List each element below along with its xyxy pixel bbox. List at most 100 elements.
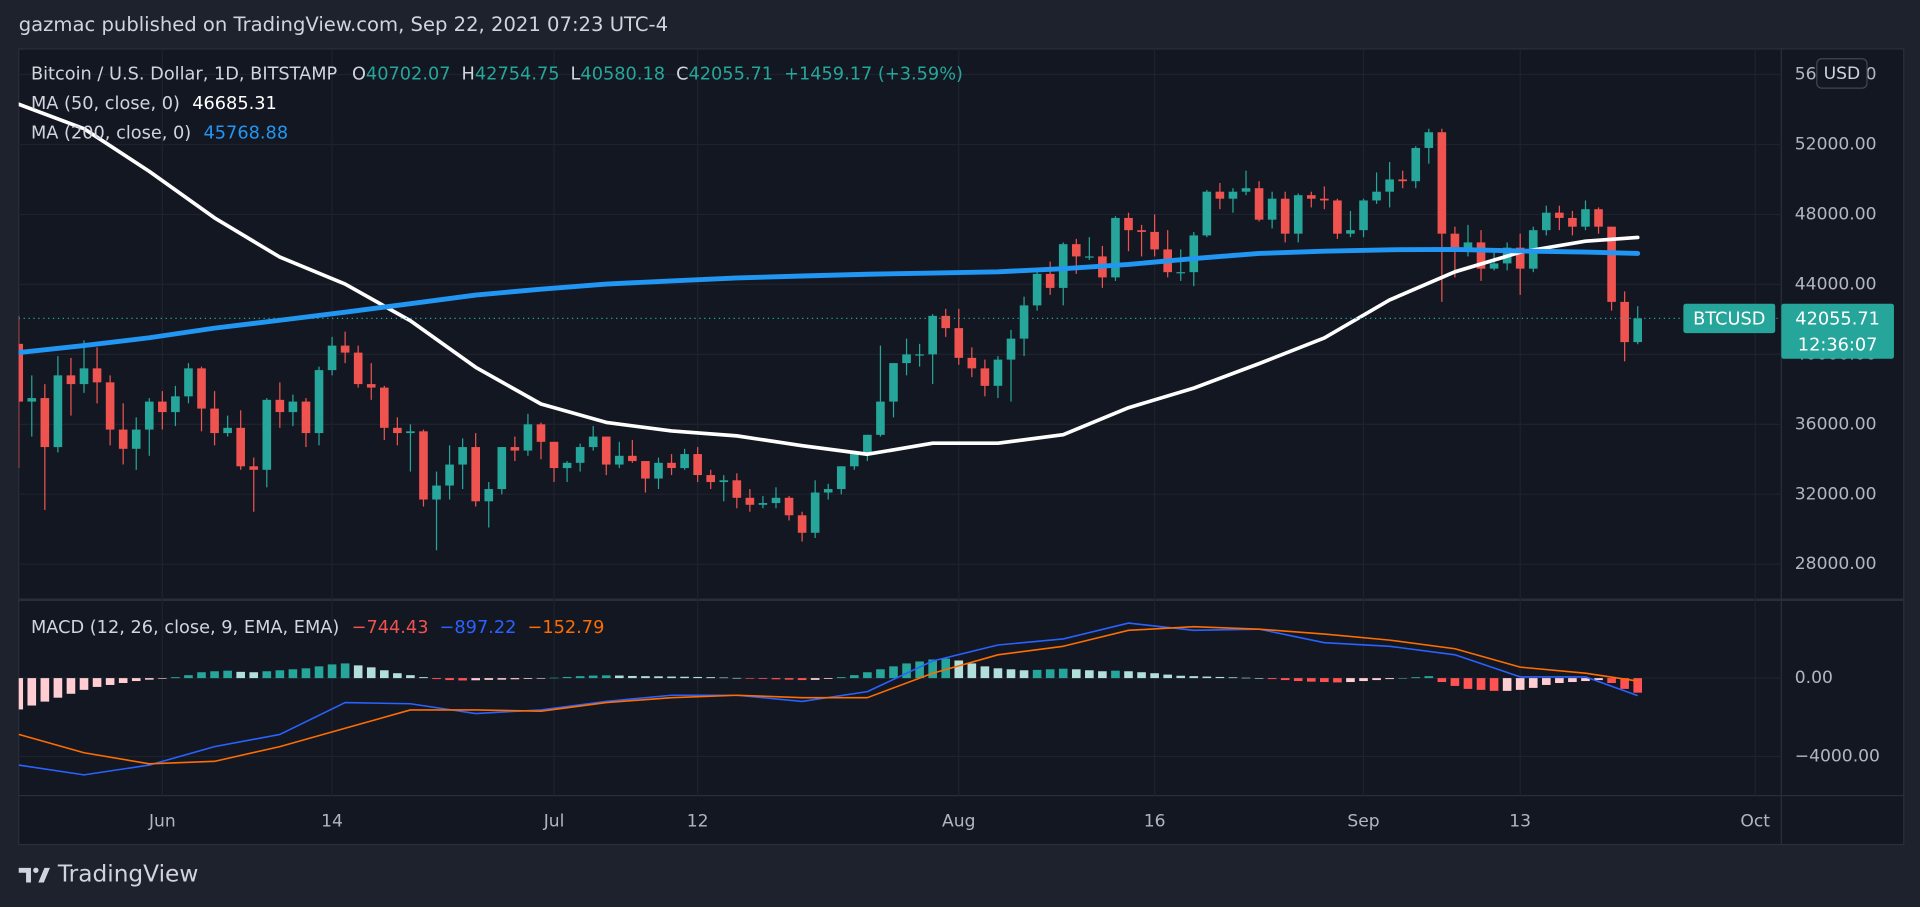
x-tick-label: 16 xyxy=(1144,811,1166,831)
candle-body xyxy=(732,480,742,498)
candle-body xyxy=(1581,209,1590,227)
x-tick-label: Jul xyxy=(543,811,565,831)
macd-histogram-bar xyxy=(863,672,872,679)
macd-histogram-bar xyxy=(92,678,102,687)
candle-body xyxy=(889,363,898,402)
candle-body xyxy=(1450,233,1460,248)
candle-body xyxy=(810,492,820,533)
macd-histogram-bar xyxy=(223,670,232,679)
candle-body xyxy=(1594,209,1603,227)
candle-body xyxy=(1228,191,1238,199)
macd-histogram-bar xyxy=(471,678,481,681)
axes: Jun 14 Jul 12 Aug 16 Sep 13 Oct 28000.00 32000.00 3… xyxy=(148,58,1894,831)
legend-ohlc-letter: O xyxy=(352,65,366,85)
candle-body xyxy=(915,354,924,356)
candle-body xyxy=(288,401,298,413)
macd-histogram-bar xyxy=(158,678,167,679)
macd-histogram-bar xyxy=(1306,678,1316,682)
macd-histogram-bar xyxy=(588,675,598,679)
legend-ohlc-letter: C xyxy=(676,65,688,85)
macd-histogram-bar xyxy=(1071,669,1081,679)
macd-histogram-bar xyxy=(1594,678,1603,681)
candle-body xyxy=(1437,132,1447,234)
candle-body xyxy=(1476,242,1486,269)
candle-body xyxy=(210,408,219,434)
macd-histogram-bar xyxy=(275,670,285,679)
legend-title: Bitcoin / U.S. Dollar, 1D, BITSTAMP xyxy=(31,65,338,85)
macd-histogram-bar xyxy=(1437,678,1447,683)
candle-body xyxy=(105,382,115,430)
candle-body xyxy=(419,431,428,500)
candle-body xyxy=(40,398,50,448)
candle-body xyxy=(327,345,337,371)
candle-body xyxy=(18,343,24,402)
candle-body xyxy=(980,368,990,386)
legend-ohlc-value: 40580.18 xyxy=(580,65,665,85)
chart-frame xyxy=(18,48,1905,846)
macd-histogram-bar xyxy=(850,675,859,679)
legend-change: +1459.17 (+3.59%) xyxy=(784,65,963,85)
macd-histogram-bar xyxy=(262,671,272,679)
macd-line xyxy=(18,625,1638,765)
candle-body xyxy=(1541,212,1551,231)
candle-body xyxy=(693,454,702,476)
candle-body xyxy=(641,461,650,479)
candle-body xyxy=(53,375,63,448)
legend-macd-title: MACD (12, 26, close, 9, EMA, EMA) xyxy=(31,618,339,638)
macd-histogram-bar xyxy=(993,668,1003,679)
macd-histogram-bar xyxy=(1176,675,1186,679)
candle-body xyxy=(615,455,624,465)
macd-histogram-bar xyxy=(654,676,663,679)
candle-body xyxy=(144,401,154,430)
x-tick-label: Aug xyxy=(942,811,975,831)
candle-body xyxy=(667,462,676,469)
candle-body xyxy=(628,455,637,462)
moving-average-line xyxy=(18,246,1641,356)
price-tag xyxy=(1781,303,1894,359)
x-tick-label: Sep xyxy=(1347,811,1379,831)
macd-histogram-bar xyxy=(1515,678,1525,690)
macd-histogram-bar xyxy=(641,676,650,679)
macd-histogram-bar xyxy=(889,666,898,679)
candle-body xyxy=(654,462,663,479)
price-tag-countdown: 12:36:07 xyxy=(1798,335,1878,355)
macd-histogram-bar xyxy=(458,678,467,681)
macd-histogram-bar xyxy=(693,676,702,679)
macd-histogram-bar xyxy=(562,676,572,679)
macd-histogram-bar xyxy=(105,678,115,685)
macd-histogram-bar xyxy=(1607,678,1616,684)
macd-pane xyxy=(18,622,1643,776)
macd-histogram-bar xyxy=(1476,678,1486,690)
candle-body xyxy=(1176,272,1186,274)
x-tick-label: 14 xyxy=(321,811,343,831)
candle-body xyxy=(836,466,846,490)
candle-body xyxy=(406,431,415,434)
symbol-tag xyxy=(1683,303,1776,334)
candle-body xyxy=(758,503,768,505)
candle-body xyxy=(902,354,911,364)
legend-ma-name: MA (200, close, 0) xyxy=(31,123,191,143)
x-tick-label: Oct xyxy=(1740,811,1770,831)
macd-histogram-bar xyxy=(66,678,76,694)
macd-histogram-bar xyxy=(732,677,742,679)
macd-histogram-bar xyxy=(79,678,89,690)
x-tick-label: 12 xyxy=(687,811,709,831)
macd-histogram-bar xyxy=(523,678,533,679)
macd-histogram-bar xyxy=(1502,678,1512,691)
macd-histogram-bar xyxy=(236,671,245,679)
macd-histogram-bar xyxy=(1372,678,1381,681)
macd-histogram-bar xyxy=(1320,678,1329,683)
macd-histogram-bar xyxy=(131,678,141,682)
y-tick-label: 48000.00 xyxy=(1795,204,1877,224)
candle-body xyxy=(1137,230,1146,232)
macd-histogram-bar xyxy=(314,666,324,679)
candle-body xyxy=(1293,195,1303,234)
candle-body xyxy=(223,427,232,434)
macd-histogram-bar xyxy=(1489,678,1499,691)
candle-body xyxy=(1280,198,1290,234)
price-pane xyxy=(18,102,1782,551)
macd-histogram-bar xyxy=(536,678,546,679)
macd-histogram-bar xyxy=(1555,678,1564,684)
tradingview-logo xyxy=(18,867,50,883)
